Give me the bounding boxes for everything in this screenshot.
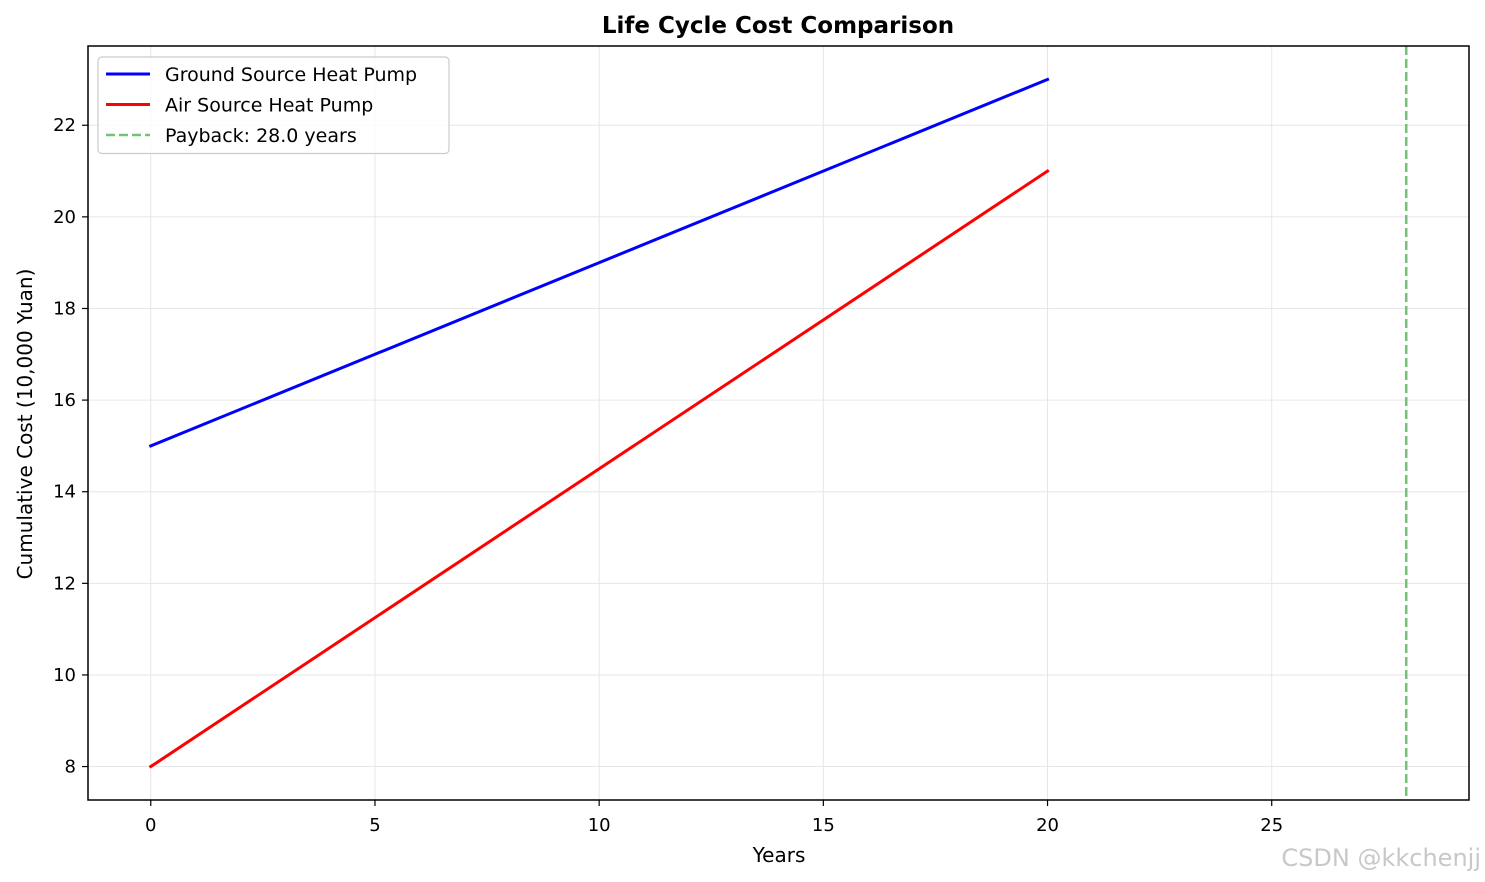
x-tick-label: 10 (588, 815, 611, 836)
x-tick-label: 5 (369, 815, 380, 836)
y-tick-label: 8 (65, 757, 76, 778)
legend-entry-label: Ground Source Heat Pump (165, 64, 417, 86)
series-line-ground-source (148, 77, 1050, 448)
y-tick-label: 20 (53, 207, 76, 228)
y-tick-label: 22 (53, 115, 76, 136)
legend: Ground Source Heat Pump Air Source Heat P… (97, 56, 450, 155)
x-axis-label: Years (752, 843, 806, 867)
plot-area-frame (87, 45, 1470, 801)
y-tick-label: 16 (53, 390, 76, 411)
y-tick-label: 10 (53, 665, 76, 686)
x-tick-label: 20 (1036, 815, 1059, 836)
legend-entry-label: Payback: 28.0 years (165, 125, 357, 147)
watermark-text: CSDN @kkchenjj (1281, 844, 1481, 872)
legend-box (97, 56, 450, 155)
series-line-air-source (148, 168, 1050, 769)
axis-ticks: 0 5 10 15 20 25 8 10 12 14 16 18 20 22 (53, 115, 1283, 836)
grid-lines (88, 46, 1469, 800)
y-tick-label: 12 (53, 573, 76, 594)
chart-title: Life Cycle Cost Comparison (602, 13, 954, 39)
y-axis-label: Cumulative Cost (10,000 Yuan) (13, 269, 37, 580)
plot-series (148, 46, 1408, 800)
x-tick-label: 15 (812, 815, 835, 836)
x-tick-label: 0 (145, 815, 156, 836)
legend-entry-label: Air Source Heat Pump (165, 95, 373, 117)
y-tick-label: 18 (53, 298, 76, 319)
y-tick-label: 14 (53, 482, 76, 503)
x-tick-label: 25 (1260, 815, 1283, 836)
